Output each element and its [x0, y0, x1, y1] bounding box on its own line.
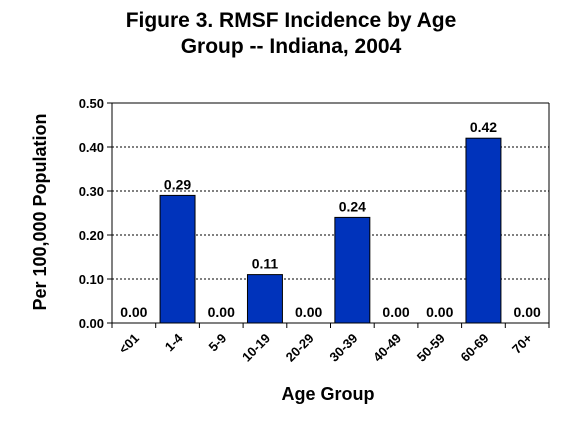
bar-60-69 [465, 137, 502, 324]
axes [107, 102, 550, 328]
x-tick-label: 60-69 [457, 331, 491, 365]
data-label: 0.42 [470, 119, 497, 135]
y-tick-label: 0.50 [79, 96, 104, 111]
y-tick-label: 0.40 [79, 140, 104, 155]
x-tick-label: <01 [116, 331, 142, 357]
x-tick-label: 30-39 [326, 331, 360, 365]
x-tick-label: 40-49 [370, 331, 404, 365]
data-label: 0.29 [164, 176, 191, 192]
bars [159, 137, 502, 324]
y-tick-label: 0.20 [79, 228, 104, 243]
bar-30-39 [334, 216, 371, 324]
data-label: 0.00 [382, 304, 409, 320]
x-tick-label: 20-29 [283, 331, 317, 365]
data-label: 0.00 [208, 304, 235, 320]
y-tick-labels: 0.00 0.10 0.20 0.30 0.40 0.50 [79, 96, 104, 331]
bar-10-19 [246, 274, 283, 324]
chart-title-line-2: Group -- Indiana, 2004 [181, 35, 402, 58]
y-tick-label: 0.30 [79, 184, 104, 199]
y-tick-label: 0.00 [79, 316, 104, 331]
data-label: 0.00 [295, 304, 322, 320]
data-label: 0.00 [514, 304, 541, 320]
data-label: 0.24 [339, 198, 366, 214]
x-tick-label: 5-9 [205, 331, 229, 355]
x-tick-labels: <01 1-4 5-9 10-19 20-29 30-39 40-49 50-59 60-69 7… [116, 330, 536, 365]
data-labels: 0.00 0.29 0.00 0.11 0.00 0.24 0.00 0.00 0.42 0.00 [120, 119, 541, 320]
y-axis-title: Per 100,000 Population [30, 113, 50, 310]
x-tick-label: 1-4 [162, 330, 186, 354]
y-tick-label: 0.10 [79, 272, 104, 287]
x-tick-label: 70+ [509, 330, 535, 356]
data-label: 0.00 [120, 304, 147, 320]
data-label: 0.11 [252, 256, 279, 272]
x-tick-label: 50-59 [414, 331, 448, 365]
data-label: 0.00 [426, 304, 453, 320]
chart-title-line-1: Figure 3. RMSF Incidence by Age [126, 9, 457, 32]
x-axis-title: Age Group [282, 384, 375, 404]
x-tick-label: 10-19 [239, 331, 273, 365]
bar-1-4 [159, 194, 196, 324]
